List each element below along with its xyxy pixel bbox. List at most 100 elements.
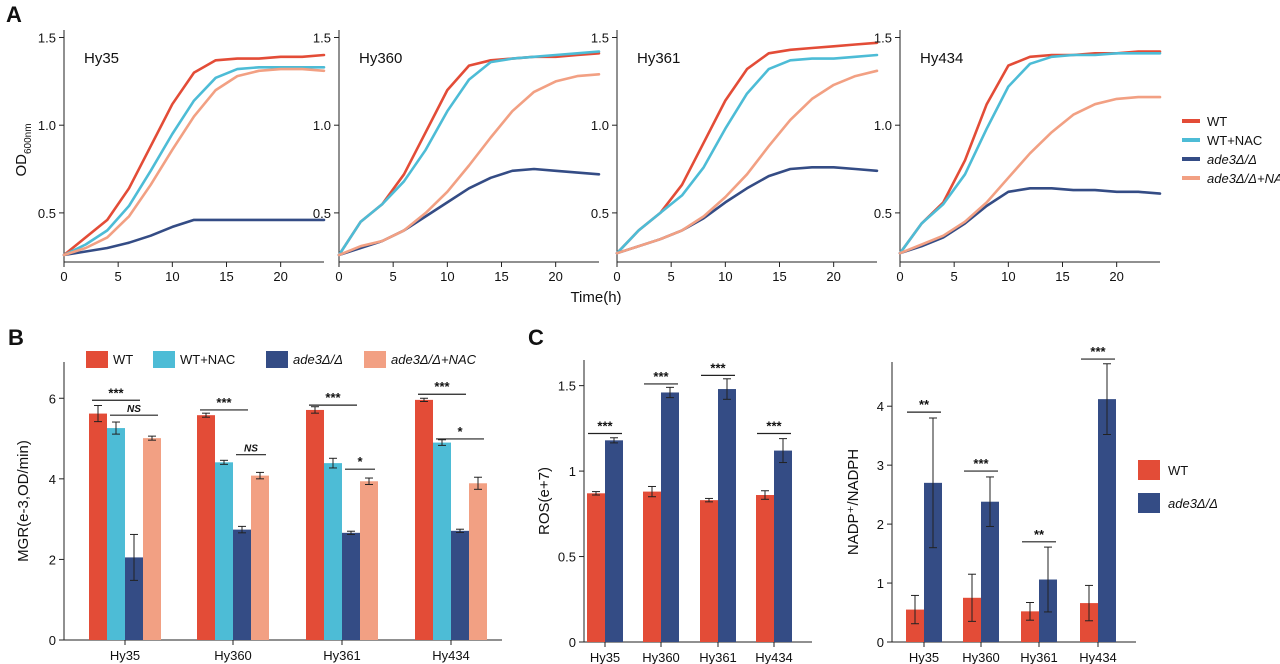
x-tick-label: 5 <box>951 269 958 284</box>
y-tick-label: 4 <box>49 472 56 487</box>
legend-swatch <box>86 351 108 368</box>
bar <box>924 482 942 642</box>
bar <box>233 529 251 640</box>
bar <box>906 609 924 642</box>
significance-label: *** <box>710 360 726 375</box>
strain-label: Hy360 <box>359 50 402 67</box>
bar <box>605 440 623 642</box>
x-tick-label: 20 <box>273 269 287 284</box>
bar <box>643 491 661 642</box>
significance-label: * <box>457 424 463 439</box>
growth-line-wt <box>337 51 601 257</box>
growth-plot-hy35: 0.5 1.0 1.5 0 5 10 15 20 Hy35 <box>38 30 326 284</box>
significance-label: ** <box>1034 527 1045 542</box>
bar <box>469 483 487 640</box>
significance-label: *** <box>653 369 669 384</box>
x-tick-label: 5 <box>115 269 122 284</box>
growth-line-ade3-nac <box>898 95 1162 255</box>
legend-swatch <box>364 351 386 368</box>
strain-label: Hy361 <box>637 50 680 67</box>
growth-plot-hy360: 0.5 1.0 1.5 0 5 10 15 20 Hy360 <box>313 30 601 284</box>
x-tick-label: 20 <box>1109 269 1123 284</box>
significance-label: NS <box>127 404 141 415</box>
bar <box>342 532 360 640</box>
x-tick-label: 20 <box>548 269 562 284</box>
legend-label: ade3Δ/Δ+NAC <box>391 352 477 367</box>
x-tick-label: Hy434 <box>1079 650 1117 664</box>
growth-line-ade3-nac <box>337 73 601 257</box>
bar <box>700 500 718 642</box>
significance-label: *** <box>216 395 232 410</box>
bar <box>981 501 999 642</box>
bar <box>89 413 107 640</box>
strain-label: Hy434 <box>920 50 963 67</box>
growth-x-axis-label: Time(h) <box>570 289 621 306</box>
x-tick-label: Hy35 <box>110 648 140 663</box>
legend-label: WT+NAC <box>1207 133 1262 148</box>
y-tick-label: 0.5 <box>558 550 576 565</box>
growth-line-wt <box>615 41 879 255</box>
panel-letter-c: C <box>528 325 544 350</box>
legend-label: WT+NAC <box>180 352 235 367</box>
x-tick-label: 10 <box>440 269 454 284</box>
y-tick-label: 1.0 <box>874 118 892 133</box>
bar <box>774 450 792 642</box>
legend-label: ade3Δ/Δ <box>293 352 343 367</box>
significance-label: * <box>357 454 363 469</box>
y-axis-label: MGR(e-3,OD/min) <box>15 440 32 562</box>
legend-label: WT <box>1168 463 1188 478</box>
bar <box>718 389 736 642</box>
bar <box>661 392 679 642</box>
growth-line-wt-nac <box>337 50 601 257</box>
bar <box>587 493 605 642</box>
bar <box>306 409 324 640</box>
y-tick-label: 1.5 <box>313 31 331 46</box>
y-tick-label: 1.5 <box>874 31 892 46</box>
x-tick-label: Hy361 <box>1020 650 1058 664</box>
growth-line-wt <box>62 53 326 257</box>
ros-bar-chart: 0 0.5 1 1.5 ROS(e+7) Hy35 Hy360 Hy361 Hy434 *** **… <box>536 360 812 664</box>
y-tick-label: 1 <box>569 464 576 479</box>
x-tick-label: 10 <box>165 269 179 284</box>
growth-y-axis-label: OD600nm <box>13 123 34 176</box>
significance-label: NS <box>244 444 258 455</box>
y-tick-label: 1.5 <box>38 31 56 46</box>
significance-label: *** <box>325 390 341 405</box>
x-tick-label: Hy360 <box>642 650 680 664</box>
bar <box>125 557 143 640</box>
legend-swatch <box>153 351 175 368</box>
legend-swatch <box>1138 460 1160 480</box>
growth-line-ade3 <box>898 187 1162 255</box>
significance-label: *** <box>973 456 989 471</box>
y-tick-label: 0 <box>49 633 56 648</box>
growth-legend: WT WT+NAC ade3Δ/Δ ade3Δ/Δ+NAC <box>1182 114 1280 186</box>
growth-plot-hy434: 0.5 1.0 1.5 0 5 10 15 20 Hy434 <box>874 30 1162 284</box>
x-tick-label: Hy360 <box>962 650 1000 664</box>
bar <box>197 415 215 640</box>
panel-letter-a: A <box>6 2 22 27</box>
x-tick-label: Hy361 <box>699 650 737 664</box>
x-tick-label: 0 <box>896 269 903 284</box>
y-tick-label: 1.5 <box>558 379 576 394</box>
x-tick-label: 10 <box>718 269 732 284</box>
growth-line-wt-nac <box>898 51 1162 255</box>
y-tick-label: 1.0 <box>313 118 331 133</box>
x-tick-label: 0 <box>613 269 620 284</box>
significance-label: *** <box>434 379 450 394</box>
x-tick-label: 15 <box>494 269 508 284</box>
y-tick-label: 1.0 <box>591 118 609 133</box>
bar <box>1080 603 1098 642</box>
y-tick-label: 0.5 <box>874 206 892 221</box>
significance-label: ** <box>919 397 930 412</box>
y-tick-label: 0.5 <box>313 206 331 221</box>
legend-swatch <box>1138 493 1160 513</box>
y-tick-label: 1 <box>877 576 884 591</box>
bar <box>143 438 161 640</box>
y-tick-label: 2 <box>49 552 56 567</box>
y-axis-label: NADP⁺/NADPH <box>845 449 862 555</box>
y-tick-label: 1.0 <box>38 118 56 133</box>
legend-label: ade3Δ/Δ <box>1207 152 1257 167</box>
bar <box>451 530 469 640</box>
growth-line-wt-nac <box>615 53 879 255</box>
